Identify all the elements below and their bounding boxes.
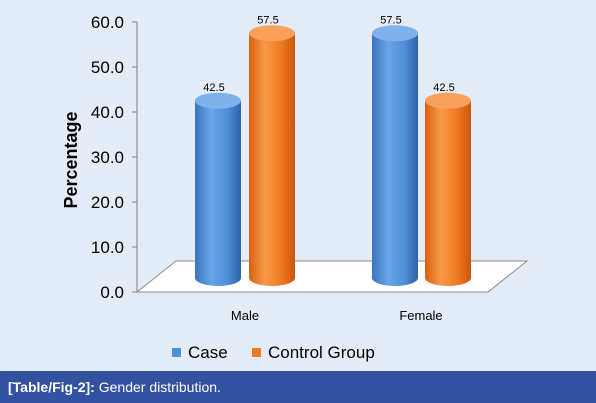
bar-control-group-male bbox=[249, 33, 295, 286]
plot-panel: 0.0 10.0 20.0 30.0 40.0 50.0 60.0 42.5 57.5 57.5… bbox=[0, 0, 596, 371]
legend-swatch bbox=[252, 348, 261, 357]
legend-label: Case bbox=[188, 343, 228, 362]
bar-top-cap bbox=[425, 92, 471, 109]
bar-top-cap bbox=[249, 25, 295, 42]
y-tick-label: 50.0 bbox=[91, 58, 124, 77]
data-label: 42.5 bbox=[203, 82, 224, 94]
bar-case-female bbox=[372, 33, 418, 286]
y-axis-title: Percentage bbox=[61, 111, 81, 208]
y-tick-label: 60.0 bbox=[91, 13, 124, 32]
y-tick-label: 0.0 bbox=[100, 283, 124, 302]
x-category-label: Male bbox=[231, 308, 259, 323]
y-tick-label: 40.0 bbox=[91, 103, 124, 122]
bar-case-male bbox=[195, 100, 241, 286]
y-tick-label: 30.0 bbox=[91, 148, 124, 167]
y-tick-label: 20.0 bbox=[91, 193, 124, 212]
caption-text: Gender distribution. bbox=[94, 379, 221, 395]
figure-caption: [Table/Fig-2]: Gender distribution. bbox=[0, 371, 596, 403]
data-label: 42.5 bbox=[433, 82, 454, 94]
data-label: 57.5 bbox=[257, 14, 278, 26]
bar-chart: 0.0 10.0 20.0 30.0 40.0 50.0 60.0 42.5 57.5 57.5… bbox=[61, 13, 529, 362]
caption-label: [Table/Fig-2]: bbox=[8, 379, 95, 395]
legend-label: Control Group bbox=[268, 343, 375, 362]
data-label: 57.5 bbox=[380, 14, 401, 26]
x-category-label: Female bbox=[399, 308, 442, 323]
bar-top-cap bbox=[372, 25, 418, 42]
legend-swatch bbox=[172, 348, 181, 357]
bar-top-cap bbox=[195, 92, 241, 109]
y-tick-label: 10.0 bbox=[91, 238, 124, 257]
bar-control-group-female bbox=[425, 100, 471, 286]
